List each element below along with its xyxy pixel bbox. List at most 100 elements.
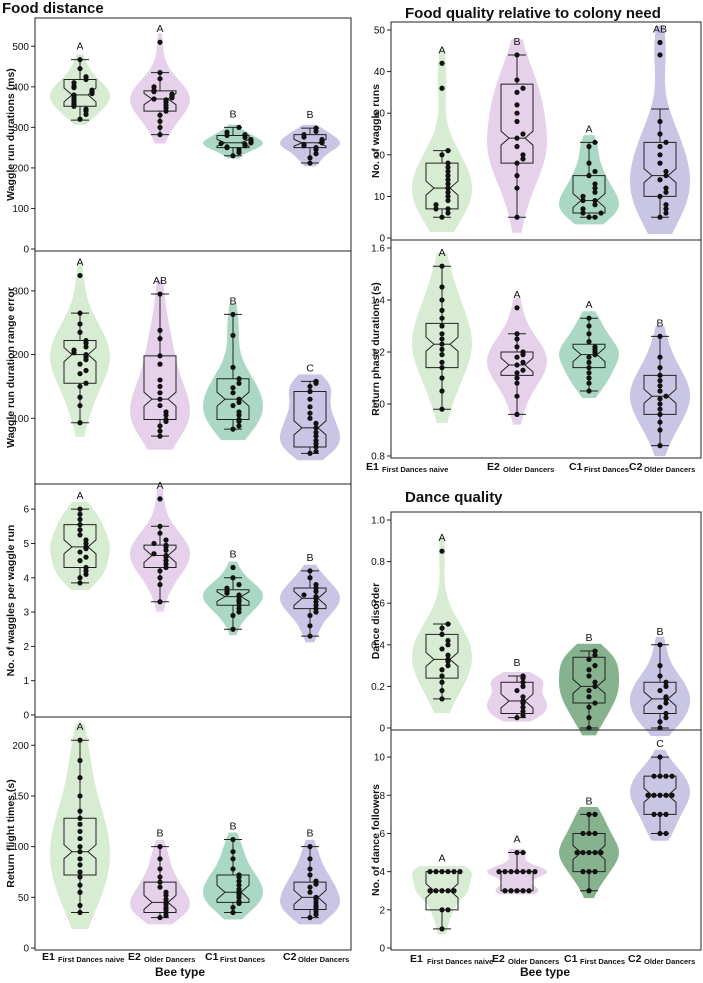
data-point <box>236 582 242 588</box>
data-point <box>439 406 445 412</box>
x-label-qual-C2-main: C2 <box>629 461 643 473</box>
group-C2: C <box>280 362 340 461</box>
data-point <box>307 410 313 416</box>
data-point <box>508 888 514 894</box>
box <box>63 817 97 876</box>
data-point <box>586 667 592 673</box>
data-point <box>313 125 319 131</box>
data-point <box>657 396 663 402</box>
data-point <box>657 388 663 394</box>
data-point <box>663 715 669 721</box>
data-point <box>657 704 663 710</box>
data-point <box>157 423 163 429</box>
data-point <box>520 156 526 162</box>
data-point <box>445 164 451 170</box>
violin <box>280 564 340 643</box>
data-point <box>307 575 313 581</box>
data-point <box>657 401 663 407</box>
data-point <box>77 869 83 875</box>
data-point <box>592 811 598 817</box>
group-C2: B <box>280 828 340 925</box>
y-tick-label: 1.2 <box>371 348 385 359</box>
box <box>500 83 534 164</box>
group-C1: B <box>203 108 263 159</box>
data-point <box>77 580 83 586</box>
data-point <box>313 908 319 915</box>
x-label-dance-E2-sub: Older Dancers <box>508 957 559 966</box>
data-point <box>669 792 675 798</box>
data-point <box>236 376 242 382</box>
group-E1: A <box>50 257 110 437</box>
data-point <box>669 773 675 779</box>
data-point <box>514 375 520 381</box>
data-point <box>586 888 592 894</box>
data-point <box>445 197 451 204</box>
data-point <box>592 168 598 175</box>
significance-letter: B <box>229 108 236 120</box>
box <box>293 391 327 448</box>
data-point <box>592 344 598 350</box>
data-point <box>83 337 89 344</box>
data-point <box>157 291 163 297</box>
data-point <box>514 135 520 141</box>
data-point <box>77 549 83 555</box>
data-point <box>663 202 669 208</box>
significance-letter: A <box>438 44 445 56</box>
x-axis-bottom-right: E1 First Dances naive E2 Older Dancers C… <box>410 953 695 979</box>
data-point <box>236 396 242 402</box>
data-point <box>224 129 230 135</box>
data-point <box>439 341 445 347</box>
x-label-dance-C1-sub: First Dances <box>580 957 625 966</box>
violin <box>630 636 690 736</box>
data-point <box>514 160 520 166</box>
data-point <box>526 888 532 894</box>
data-point <box>586 359 592 365</box>
data-point <box>586 687 592 694</box>
data-point <box>514 102 520 108</box>
data-point <box>242 132 248 138</box>
box <box>500 351 534 376</box>
data-point <box>157 874 163 880</box>
x-label-left-E2-main: E2 <box>128 951 141 963</box>
data-point <box>520 712 526 719</box>
group-E2: B <box>487 657 547 722</box>
data-point <box>657 354 663 360</box>
data-point <box>77 506 83 512</box>
data-point <box>663 173 669 179</box>
data-point <box>83 537 89 543</box>
violin <box>50 502 110 590</box>
y-tick-label: 4 <box>379 867 385 878</box>
data-point <box>586 380 592 386</box>
data-point <box>586 388 592 394</box>
box <box>143 544 177 568</box>
data-point <box>439 679 445 685</box>
y-tick-label: 2 <box>379 905 385 916</box>
group-E1: A <box>412 853 472 935</box>
data-point <box>586 869 592 875</box>
box <box>572 343 606 369</box>
data-point <box>230 909 236 916</box>
data-point <box>77 272 83 279</box>
data-point <box>163 97 169 103</box>
data-point <box>157 914 163 921</box>
data-point <box>236 147 242 153</box>
data-point <box>439 284 445 290</box>
data-point <box>236 409 242 415</box>
data-point <box>83 106 89 112</box>
x-label-left-C2-main: C2 <box>283 951 297 963</box>
data-point <box>592 139 598 145</box>
data-point <box>439 907 445 913</box>
data-point <box>230 626 236 632</box>
y-tick-label: 1.6 <box>371 244 385 255</box>
data-point <box>151 84 157 90</box>
data-point <box>445 168 451 175</box>
data-point <box>157 124 163 130</box>
y-tick-label: 150 <box>12 791 29 802</box>
data-point <box>307 623 313 629</box>
data-point <box>514 89 520 95</box>
data-point <box>651 773 657 779</box>
data-point <box>657 52 663 58</box>
data-point <box>236 878 242 884</box>
box <box>572 656 606 704</box>
data-point <box>445 148 451 154</box>
